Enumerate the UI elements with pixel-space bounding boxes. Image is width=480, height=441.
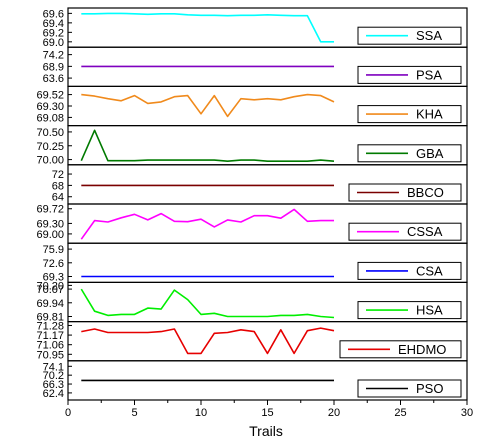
y-tick-label: 70.25 <box>36 141 64 153</box>
legend-label: EHDMO <box>398 342 446 357</box>
legend-bbco: BBCO <box>348 183 462 202</box>
y-tick-label: 69.52 <box>36 90 64 102</box>
y-tick-label: 69.6 <box>43 8 64 20</box>
x-tick-label: 30 <box>461 407 473 419</box>
legend-cssa: CSSA <box>348 222 462 241</box>
legend-box <box>357 105 462 124</box>
y-tick-label: 69.00 <box>36 229 64 241</box>
legend-ssa: SSA <box>357 26 462 45</box>
series-line-kha <box>81 93 335 118</box>
legend-label: GBA <box>416 146 444 161</box>
legend-psa: PSA <box>357 65 462 84</box>
x-axis-label: Trails <box>249 423 283 439</box>
y-tick-label: 70.2 <box>43 370 64 382</box>
x-tick-label: 25 <box>394 407 406 419</box>
y-tick-label: 70.50 <box>36 127 64 139</box>
legend-csa: CSA <box>357 261 462 280</box>
panel-gba: 70.50 70.25 70.00 GBA <box>36 124 468 167</box>
legend-pso: PSO <box>357 379 462 398</box>
legend-box <box>357 65 462 84</box>
x-tick-label: 15 <box>261 407 273 419</box>
y-tick-label: 75.9 <box>43 244 64 256</box>
legend-label: CSSA <box>407 224 443 239</box>
y-tick-label: 69.72 <box>36 204 64 216</box>
y-tick-label: 69.30 <box>36 101 64 113</box>
y-tick-label: 69.0 <box>43 37 64 49</box>
y-tick-label: 70.20 <box>36 280 64 292</box>
series-line-ehdmo <box>81 327 335 355</box>
y-tick-label: 62.4 <box>43 388 64 400</box>
x-tick-label: 5 <box>131 407 137 419</box>
legend-box <box>357 379 462 398</box>
series-line-gba <box>80 129 335 162</box>
legend-box <box>357 261 462 280</box>
legend-label: BBCO <box>407 185 444 200</box>
y-tick-label: 66.3 <box>43 379 64 391</box>
y-tick-label: 68.9 <box>43 61 64 73</box>
x-tick-label: 20 <box>328 407 340 419</box>
y-tick-label: 63.6 <box>43 73 64 85</box>
y-tick-label: 69.94 <box>36 298 64 310</box>
y-tick-label: 71.28 <box>36 320 64 332</box>
x-tick-label: 0 <box>65 407 71 419</box>
y-tick-label: 69.08 <box>36 112 64 124</box>
series-line-hsa <box>80 288 335 319</box>
x-tick-label: 10 <box>195 407 207 419</box>
y-tick-label: 69.30 <box>36 218 64 230</box>
y-tick-label: 69.4 <box>43 18 64 30</box>
legend-box <box>348 222 462 241</box>
legend-box <box>357 301 462 320</box>
legend-label: PSA <box>416 67 442 82</box>
y-tick-label: 64 <box>52 192 64 204</box>
y-tick-label: 71.06 <box>36 340 64 352</box>
legend-gba: GBA <box>357 144 462 163</box>
y-tick-label: 70.00 <box>36 155 64 167</box>
y-tick-label: 70.95 <box>36 349 64 361</box>
y-tick-label: 69.2 <box>43 27 64 39</box>
legend-box <box>357 26 462 45</box>
y-tick-label: 72.6 <box>43 258 64 270</box>
legend-box <box>348 183 462 202</box>
legend-kha: KHA <box>357 105 462 124</box>
series-line-cssa <box>80 208 334 240</box>
y-tick-label: 74.1 <box>43 361 64 373</box>
panel-csa: 75.9 72.669.3 CSA <box>43 242 468 283</box>
legend-label: SSA <box>416 28 442 43</box>
legend-box <box>357 144 462 163</box>
legend-label: KHA <box>416 107 443 122</box>
y-tick-label: 74.2 <box>43 50 64 62</box>
x-axis: 0 5 10 15 20 25 30 <box>65 400 473 419</box>
legend-label: CSA <box>416 263 443 278</box>
y-tick-label: 68 <box>52 180 64 192</box>
legend-ehdmo: EHDMO <box>339 340 462 359</box>
legend-box <box>339 340 462 359</box>
y-tick-label: 72 <box>52 169 64 181</box>
y-tick-label: 70.07 <box>36 284 64 296</box>
y-tick-label: 71.17 <box>36 330 64 342</box>
panel-ssa: 69.669.469.269.0 SSA <box>43 7 468 49</box>
legend-label: PSO <box>416 381 443 396</box>
panel-pso: 74.170.266.362.4 PSO <box>43 360 468 401</box>
legend-hsa: HSA <box>357 301 462 320</box>
legend-label: HSA <box>416 303 443 318</box>
y-tick-label: 69.3 <box>43 271 64 283</box>
series-line-ssa <box>81 12 334 43</box>
y-tick-label: 69.81 <box>36 311 64 323</box>
panel-psa: 74.268.963.6 PSA <box>43 46 468 88</box>
